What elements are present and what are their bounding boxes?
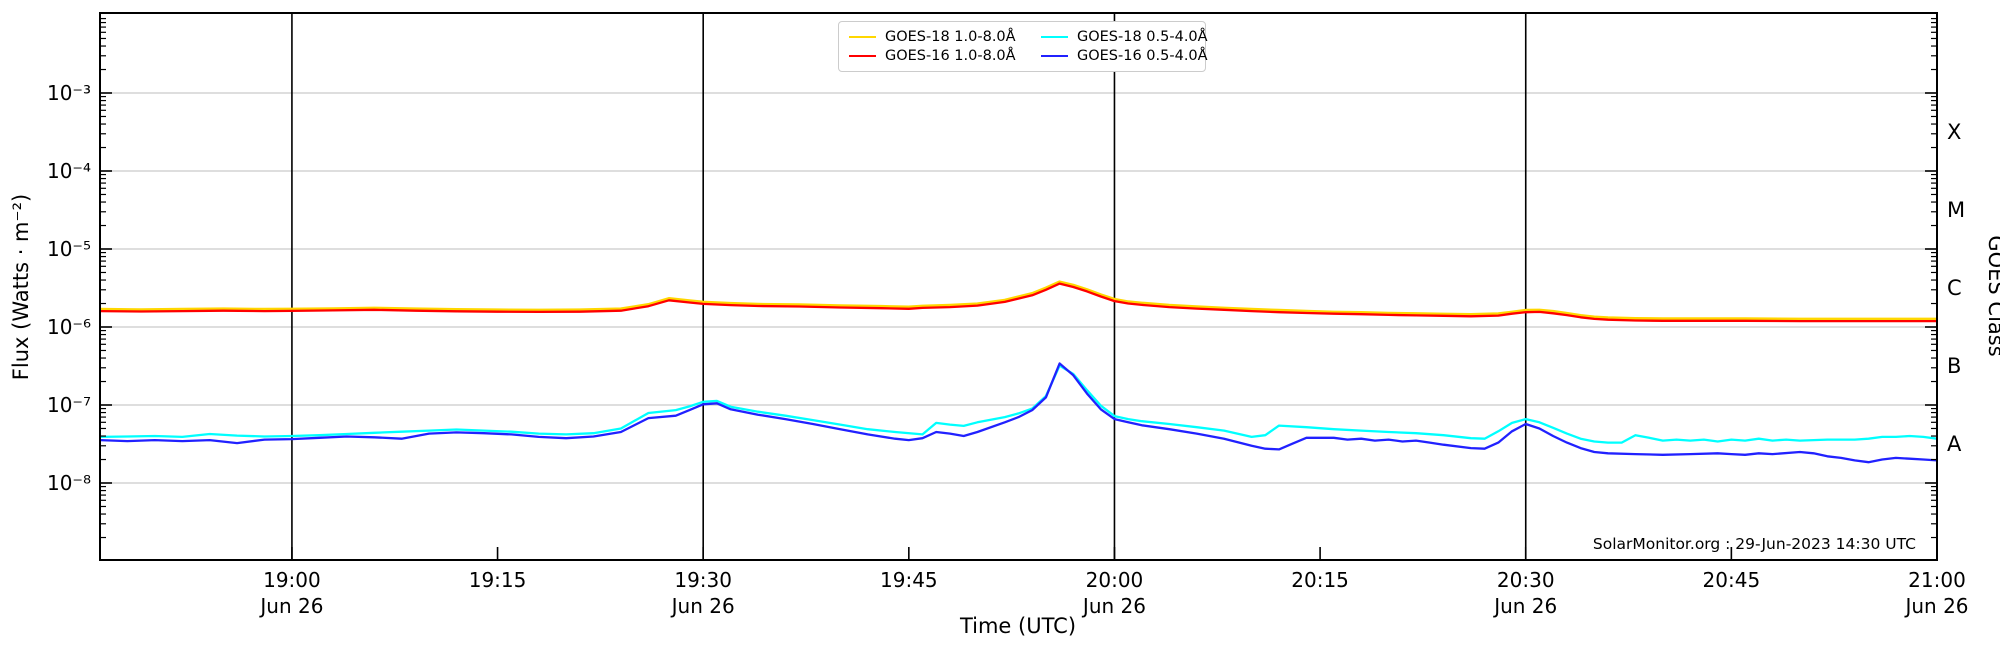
legend: GOES-18 1.0-8.0Å GOES-18 0.5-4.0Å GOES-1…	[838, 21, 1208, 72]
legend-line-swatch-goes18-long	[849, 36, 876, 38]
goes-class-label: M	[1947, 198, 1965, 222]
y-tick-label: 10⁻³	[47, 81, 91, 105]
series-line-goes-18-0-5-4-0	[100, 364, 1937, 444]
x-tick-date-label: Jun 26	[1903, 594, 1968, 618]
y-tick-label: 10⁻⁸	[47, 471, 91, 495]
legend-item-label: GOES-18 0.5-4.0Å	[1077, 29, 1208, 45]
x-tick-date-label: Jun 26	[258, 594, 323, 618]
x-tick-label: 19:30	[674, 568, 732, 592]
goes-class-label: A	[1947, 432, 1962, 456]
legend-line-swatch-goes18-short	[1041, 36, 1068, 38]
attribution-text: SolarMonitor.org : 29-Jun-2023 14:30 UTC	[1593, 535, 1916, 553]
legend-item-label: GOES-16 1.0-8.0Å	[885, 48, 1016, 64]
axis-ticks	[100, 17, 1938, 560]
legend-item: GOES-18 1.0-8.0Å	[849, 29, 1041, 45]
gridlines	[100, 92, 1937, 484]
legend-item: GOES-16 1.0-8.0Å	[849, 48, 1041, 64]
x-tick-date-label: Jun 26	[1081, 594, 1146, 618]
y-tick-label: 10⁻⁷	[47, 393, 91, 417]
y-tick-label: 10⁻⁶	[47, 315, 91, 339]
legend-item-label: GOES-16 0.5-4.0Å	[1077, 48, 1208, 64]
y-tick-label: 10⁻⁴	[47, 159, 91, 183]
plot-border	[99, 12, 1938, 561]
y-tick-label: 10⁻⁵	[47, 237, 91, 261]
x-tick-label: 20:30	[1497, 568, 1555, 592]
series-line-goes-18-1-0-8-0	[100, 280, 1937, 321]
goes-class-label: X	[1947, 120, 1961, 144]
x-tick-label: 20:00	[1086, 568, 1144, 592]
hour-marker-lines	[291, 13, 1527, 560]
x-tick-label: 19:15	[469, 568, 527, 592]
x-axis-title: Time (UTC)	[959, 614, 1076, 638]
x-tick-label: 20:15	[1291, 568, 1349, 592]
legend-item-label: GOES-18 1.0-8.0Å	[885, 29, 1016, 45]
goes-class-label: B	[1947, 354, 1961, 378]
x-tick-date-label: Jun 26	[670, 594, 735, 618]
x-tick-date-label: Jun 26	[1492, 594, 1557, 618]
x-tick-label: 20:45	[1703, 568, 1761, 592]
x-tick-label: 21:00	[1908, 568, 1966, 592]
legend-line-swatch-goes16-short	[1041, 55, 1068, 57]
right-axis-title: GOES Class	[1984, 235, 2000, 356]
goes-class-label: C	[1947, 276, 1962, 300]
series-line-goes-16-0-5-4-0	[100, 362, 1937, 464]
legend-item: GOES-18 0.5-4.0Å	[1041, 29, 1208, 45]
x-tick-label: 19:00	[263, 568, 321, 592]
y-axis-title: Flux (Watts · m⁻²)	[9, 194, 33, 380]
x-tick-label: 19:45	[880, 568, 938, 592]
legend-item: GOES-16 0.5-4.0Å	[1041, 48, 1208, 64]
series-line-goes-16-1-0-8-0	[100, 282, 1937, 323]
legend-line-swatch-goes16-long	[849, 55, 876, 57]
series-lines	[100, 280, 1937, 464]
